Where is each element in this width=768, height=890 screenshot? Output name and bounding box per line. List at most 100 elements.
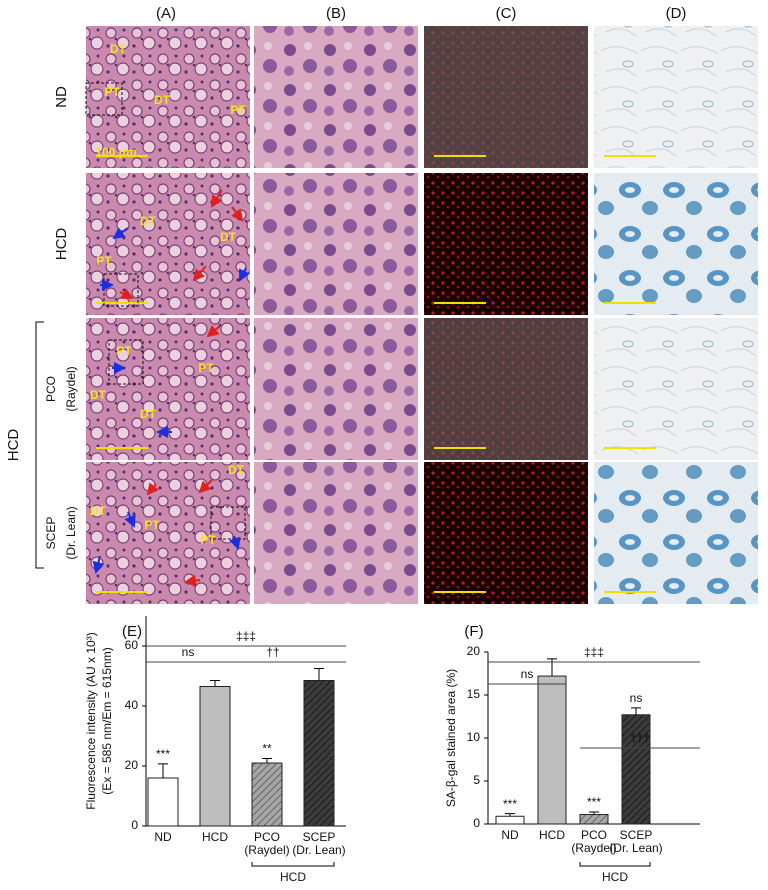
row-label: SCEP (Dr. Lean) — [44, 506, 78, 559]
arrow — [124, 511, 136, 528]
arrow — [92, 555, 105, 574]
y-tick-label: 20 — [467, 644, 481, 658]
comparison-label: †† — [266, 645, 279, 659]
panel-label: (F) — [464, 623, 483, 640]
image-annotation: PT — [230, 103, 246, 117]
image-annotation: DT — [220, 230, 237, 244]
micrograph — [254, 26, 418, 168]
x-tick-label: ND — [154, 830, 172, 844]
image-annotation: PT — [200, 533, 216, 547]
image-annotation: DT — [228, 463, 245, 477]
image-annotation: PT — [144, 518, 160, 532]
y-tick-label: 60 — [125, 638, 139, 652]
group-label: HCD — [602, 870, 628, 884]
arrow — [112, 227, 129, 240]
significance-label: *** — [156, 747, 170, 761]
image-annotation: DT — [140, 214, 157, 228]
image-annotation: PT — [116, 344, 132, 358]
bar — [251, 762, 283, 827]
error-bar — [314, 668, 324, 681]
micrograph — [424, 318, 588, 460]
group-label: HCD — [280, 870, 306, 884]
significance-label: ns — [630, 691, 643, 705]
bar — [537, 675, 567, 825]
error-bar — [262, 758, 272, 763]
group-bracket — [579, 862, 651, 867]
group-bracket — [251, 862, 335, 867]
panel-label: (C) — [496, 5, 517, 22]
zoom-box — [85, 82, 123, 116]
y-tick-label: 5 — [473, 773, 480, 787]
panel-label: (D) — [666, 5, 687, 22]
micrograph — [254, 462, 418, 604]
error-bar — [589, 811, 599, 815]
arrow — [210, 189, 223, 208]
y-axis-title: SA-β-gal stained area (%) — [444, 669, 458, 807]
y-tick-label: 0 — [131, 818, 138, 832]
arrow — [198, 479, 213, 494]
micrograph — [86, 462, 250, 604]
x-tick-label: PCO (Raydel) — [571, 828, 616, 855]
x-tick-label: PCO (Raydel) — [244, 830, 289, 857]
x-tick-label: HCD — [202, 830, 228, 844]
y-tick-label: 15 — [467, 687, 481, 701]
y-tick-label: 40 — [125, 698, 139, 712]
x-tick-label: SCEP (Dr. Lean) — [609, 828, 662, 855]
arrow — [192, 265, 207, 282]
significance-label: *** — [587, 795, 601, 809]
arrow — [184, 574, 201, 587]
y-tick-label: 20 — [125, 758, 139, 772]
image-annotation: DT — [140, 407, 157, 421]
micrograph — [86, 318, 250, 460]
image-annotation: DT — [110, 42, 127, 56]
image-annotation: DT — [90, 388, 107, 402]
image-annotation: DT — [90, 504, 107, 518]
comparison-label: ††† — [630, 731, 650, 745]
micrograph — [424, 173, 588, 315]
row-label: PCO (Raydel) — [44, 366, 78, 411]
error-bar — [210, 680, 220, 687]
image-annotation: PT — [104, 85, 120, 99]
micrograph — [594, 318, 758, 460]
image-annotation: DT — [154, 93, 171, 107]
image-annotation: PT — [198, 361, 214, 375]
group-bracket — [35, 321, 44, 569]
micrograph — [424, 462, 588, 604]
panel-label: (A) — [156, 5, 176, 22]
y-tick-label: 0 — [473, 816, 480, 830]
arrow — [146, 482, 159, 496]
arrow — [239, 267, 250, 282]
bar — [199, 686, 231, 827]
arrow — [231, 206, 244, 222]
arrow — [229, 535, 241, 550]
micrograph — [86, 173, 250, 315]
error-bar — [631, 707, 641, 715]
significance-label: *** — [503, 797, 517, 811]
comparison-label: ‡‡‡ — [236, 629, 256, 643]
bar — [621, 714, 651, 825]
micrograph — [254, 173, 418, 315]
image-annotation: PT — [96, 254, 112, 268]
panel-label: (B) — [326, 5, 346, 22]
x-tick-label: HCD — [539, 828, 565, 842]
comparison-label: ns — [182, 645, 195, 659]
panel-label: (E) — [122, 623, 142, 640]
bar — [147, 777, 179, 827]
micrograph — [594, 26, 758, 168]
error-bar — [158, 763, 168, 778]
row-label: ND — [53, 86, 70, 108]
micrograph — [424, 26, 588, 168]
y-axis-title: Fluorescence intensity (AU x 10³) (Ex = 5… — [84, 632, 114, 809]
error-bar — [547, 658, 557, 677]
image-annotation: 100 μm — [95, 145, 136, 159]
micrograph — [594, 173, 758, 315]
y-tick-label: 10 — [467, 730, 481, 744]
significance-label: ** — [262, 742, 272, 756]
micrograph — [254, 318, 418, 460]
micrograph — [594, 462, 758, 604]
zoom-box — [108, 339, 144, 385]
arrow — [119, 288, 134, 299]
group-label: HCD — [5, 429, 22, 462]
zoom-box — [210, 506, 246, 540]
